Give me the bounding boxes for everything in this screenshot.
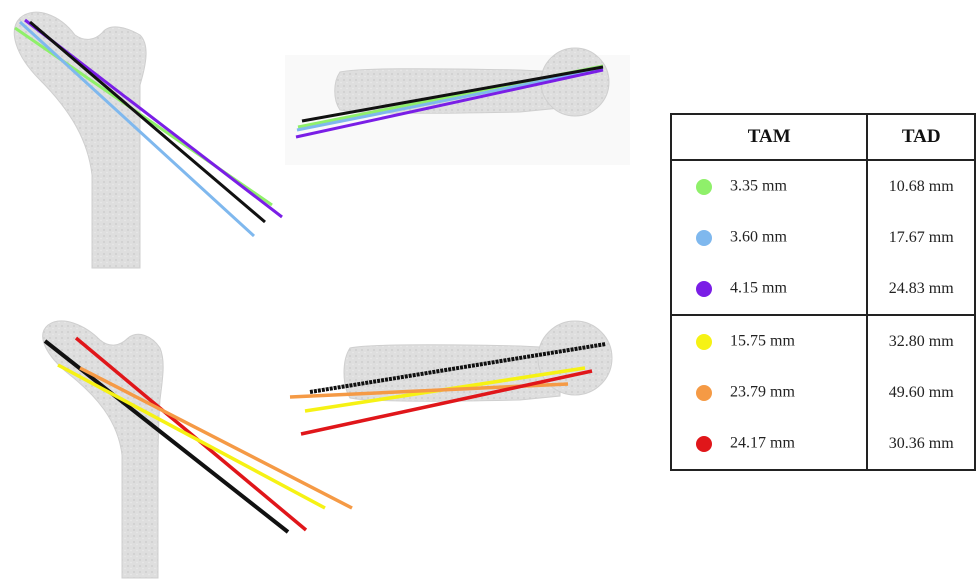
tam-header: TAM xyxy=(671,114,868,161)
table-row: 3.60 mm 17.67 mm xyxy=(671,212,975,263)
screw-purple xyxy=(295,68,604,139)
tad-value: 17.67 mm xyxy=(866,212,975,263)
table-row: 4.15 mm 24.83 mm xyxy=(671,263,975,315)
screw-blue xyxy=(18,20,256,238)
femur-frontal-top xyxy=(13,11,283,269)
table-row: 15.75 mm 32.80 mm xyxy=(671,314,975,367)
femur-axial-bottom xyxy=(289,320,613,436)
tam-cell: 3.60 mm xyxy=(671,212,867,263)
red-dot-icon xyxy=(696,435,712,452)
screw-black xyxy=(29,20,266,224)
femur-figure xyxy=(13,11,630,579)
screw-red xyxy=(74,336,308,532)
screw-group-top-axial xyxy=(295,64,604,139)
tad-header: TAD xyxy=(866,114,975,161)
screw-group-bottom-frontal xyxy=(43,336,353,534)
tam-cell: 15.75 mm xyxy=(671,314,868,367)
purple-dot-icon xyxy=(696,280,712,297)
table-row: 3.35 mm 10.68 mm xyxy=(671,160,975,212)
tad-value: 32.80 mm xyxy=(866,314,975,367)
table-row: 24.17 mm 30.36 mm xyxy=(671,418,975,470)
screw-black xyxy=(301,65,604,123)
tam-value: 23.79 mm xyxy=(730,383,795,401)
tam-cell: 23.79 mm xyxy=(671,367,867,418)
tam-value: 3.60 mm xyxy=(730,228,787,246)
femur-axial-top xyxy=(285,47,630,165)
screw-yellow xyxy=(57,363,326,510)
screw-blue xyxy=(296,67,604,132)
green-dot-icon xyxy=(696,178,712,195)
tam-tad-table: TAM TAD 3.35 mm 10.68 mm 3.60 mm 17.67 m… xyxy=(670,113,976,471)
tam-value: 4.15 mm xyxy=(730,279,787,297)
tad-value: 49.60 mm xyxy=(866,367,975,418)
tam-cell: 24.17 mm xyxy=(671,418,867,470)
table-header-row: TAM TAD xyxy=(671,114,975,161)
orange-dot-icon xyxy=(696,384,712,401)
screw-group-bottom-axial xyxy=(289,342,607,436)
tam-cell: 3.35 mm xyxy=(671,160,867,212)
screw-black xyxy=(43,339,290,534)
tam-value: 24.17 mm xyxy=(730,434,795,452)
screw-red xyxy=(300,369,593,436)
screw-black xyxy=(309,342,607,394)
tam-cell: 4.15 mm xyxy=(671,263,867,315)
tam-value: 3.35 mm xyxy=(730,177,787,195)
table-row: 23.79 mm 49.60 mm xyxy=(671,367,975,418)
tam-value: 15.75 mm xyxy=(730,332,795,350)
femur-frontal-bottom xyxy=(42,320,353,579)
blue-dot-icon xyxy=(696,229,712,246)
tad-value: 30.36 mm xyxy=(866,418,975,470)
screw-orange xyxy=(79,366,353,510)
yellow-dot-icon xyxy=(696,333,712,350)
tad-value: 24.83 mm xyxy=(866,263,975,315)
tad-value: 10.68 mm xyxy=(866,160,975,212)
screw-group-top-frontal xyxy=(14,18,283,238)
